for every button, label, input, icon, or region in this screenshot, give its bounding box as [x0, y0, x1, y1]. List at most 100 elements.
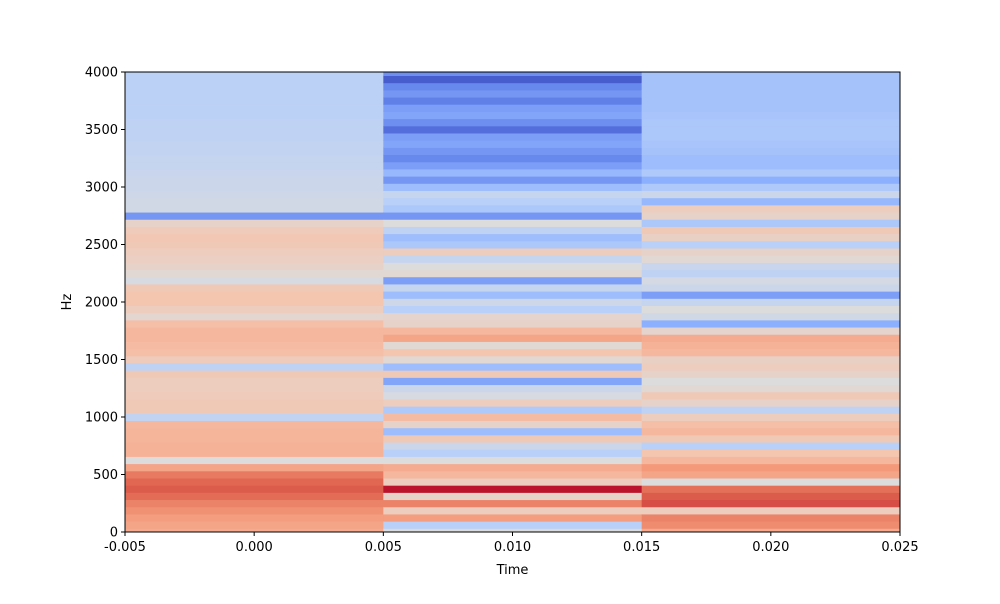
heatmap-cell	[383, 89, 643, 98]
heatmap-cell	[383, 169, 643, 177]
heatmap-cell	[383, 470, 643, 479]
heatmap-cell	[125, 284, 384, 292]
heatmap-cell	[125, 183, 384, 191]
heatmap-cell	[641, 190, 901, 199]
heatmap-cell	[641, 197, 901, 206]
heatmap-cell	[641, 111, 901, 120]
heatmap-cell	[383, 463, 643, 472]
heatmap-cell	[125, 133, 384, 141]
heatmap-cell	[383, 125, 643, 134]
heatmap-cell	[383, 161, 643, 170]
heatmap-cell	[383, 391, 643, 400]
heatmap-cell	[125, 118, 384, 127]
heatmap-cell	[383, 485, 643, 493]
heatmap-cell	[125, 147, 384, 156]
heatmap-cell	[383, 384, 643, 393]
heatmap-cell	[641, 82, 901, 91]
heatmap-cell	[125, 255, 384, 263]
heatmap-cell	[641, 319, 901, 328]
y-tick-label: 2000	[85, 296, 118, 311]
heatmap-cell	[641, 154, 901, 163]
heatmap-cell	[383, 528, 643, 533]
heatmap-cell	[125, 226, 384, 235]
heatmap-cell	[125, 291, 384, 299]
heatmap-cell	[125, 506, 384, 515]
heatmap-cell	[641, 75, 901, 84]
heatmap-cell	[641, 219, 901, 227]
heatmap-cell	[641, 226, 901, 235]
heatmap-cell	[641, 169, 901, 177]
heatmap-cell	[383, 319, 643, 328]
heatmap-cell	[641, 161, 901, 170]
heatmap-cell	[641, 377, 901, 386]
heatmap-cell	[641, 291, 901, 299]
heatmap-cell	[641, 499, 901, 508]
heatmap-cell	[641, 327, 901, 335]
y-tick-label: 4000	[85, 66, 118, 81]
heatmap-cell	[125, 125, 384, 134]
heatmap-cell	[383, 370, 643, 378]
y-tick-label: 3500	[85, 123, 118, 138]
heatmap-cell	[383, 291, 643, 299]
heatmap-cell	[641, 413, 901, 421]
heatmap-cell	[125, 176, 384, 184]
heatmap-cell	[641, 97, 901, 105]
heatmap-cell	[383, 133, 643, 141]
heatmap-cell	[641, 240, 901, 249]
heatmap-cell	[383, 240, 643, 249]
heatmap-cell	[125, 334, 384, 342]
y-axis-label: Hz	[60, 294, 75, 311]
heatmap-cell	[383, 72, 643, 76]
heatmap-cell	[641, 427, 901, 436]
heatmap-cell	[125, 111, 384, 120]
heatmap-cell	[383, 190, 643, 199]
heatmap-cell	[125, 204, 384, 213]
heatmap-cell	[125, 75, 384, 84]
heatmap-cell	[383, 434, 643, 443]
heatmap-cell	[383, 327, 643, 335]
heatmap-cell	[383, 413, 643, 421]
heatmap-cell	[641, 298, 901, 306]
heatmap-cell	[125, 406, 384, 414]
heatmap-cell	[383, 341, 643, 350]
heatmap-cell	[125, 262, 384, 271]
heatmap-cell	[383, 197, 643, 206]
heatmap-cell	[641, 514, 901, 522]
heatmap-cell	[383, 262, 643, 271]
heatmap-cell	[383, 514, 643, 522]
heatmap-cell	[383, 183, 643, 191]
heatmap-cell	[383, 456, 643, 465]
heatmap-cell	[125, 298, 384, 306]
heatmap-cell	[641, 406, 901, 414]
heatmap-cell	[125, 391, 384, 400]
heatmap-cell	[125, 521, 384, 529]
heatmap-cell	[383, 255, 643, 263]
heatmap-cell	[383, 355, 643, 364]
heatmap-cell	[125, 161, 384, 170]
heatmap-cell	[641, 370, 901, 378]
heatmap-cell	[125, 269, 384, 278]
heatmap-cell	[383, 521, 643, 529]
x-tick-label: 0.005	[365, 540, 402, 555]
heatmap-cell	[641, 147, 901, 156]
heatmap-cell	[641, 72, 901, 76]
heatmap-cell	[641, 442, 901, 450]
heatmap-cell	[641, 125, 901, 134]
heatmap-cell	[125, 499, 384, 508]
heatmap-cell	[641, 233, 901, 242]
heatmap-cell	[125, 377, 384, 386]
x-axis-ticks: -0.005 0.000 0.005 0.010 0.015 0.020 0.025	[104, 532, 919, 555]
heatmap-cell	[125, 492, 384, 501]
heatmap-cell	[641, 140, 901, 148]
heatmap-cell	[383, 204, 643, 213]
heatmap-cell	[125, 72, 384, 76]
heatmap-cell	[641, 284, 901, 292]
heatmap-cell	[383, 269, 643, 278]
heatmap-cell	[641, 255, 901, 263]
x-tick-label: -0.005	[104, 540, 146, 555]
heatmap-cell	[383, 118, 643, 127]
heatmap-cell	[383, 442, 643, 450]
heatmap-cell	[125, 219, 384, 227]
heatmap-cell	[383, 276, 643, 285]
